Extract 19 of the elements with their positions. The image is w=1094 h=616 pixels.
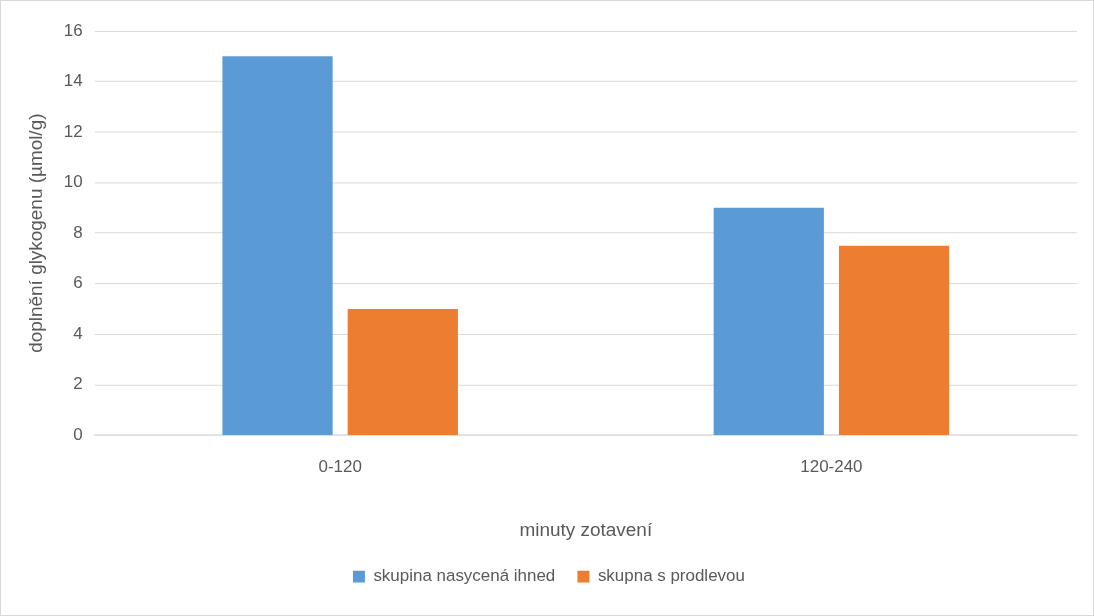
legend-label: skupna s prodlevou bbox=[597, 566, 745, 586]
bar bbox=[838, 245, 950, 435]
y-tick-label: 12 bbox=[63, 121, 83, 141]
y-tick-label: 16 bbox=[63, 20, 83, 40]
y-tick-label: 4 bbox=[73, 323, 83, 343]
x-tick-label: 120-240 bbox=[800, 457, 863, 477]
y-tick-label: 14 bbox=[63, 71, 83, 91]
bar bbox=[222, 56, 333, 435]
y-tick-label: 8 bbox=[73, 222, 83, 242]
y-tick-label: 0 bbox=[73, 425, 83, 445]
y-axis-title: doplnění glykogenu (µmol/g) bbox=[24, 113, 46, 353]
x-tick-label: 0-120 bbox=[318, 457, 362, 477]
bar bbox=[713, 207, 824, 435]
x-axis-title: minuty zotavení bbox=[519, 519, 653, 541]
y-tick-label: 6 bbox=[73, 273, 83, 293]
legend-label: skupina nasycená ihned bbox=[373, 566, 556, 586]
bar bbox=[347, 308, 458, 435]
y-tick-label: 10 bbox=[63, 172, 83, 192]
y-tick-label: 2 bbox=[73, 374, 83, 394]
